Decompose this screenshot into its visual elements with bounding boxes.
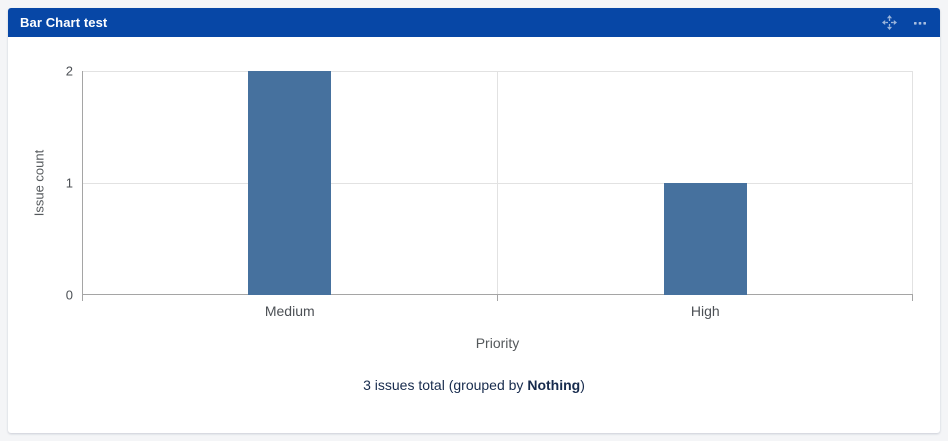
gadget-header: Bar Chart test	[8, 8, 940, 37]
x-axis-title: Priority	[475, 335, 520, 351]
gadget-title: Bar Chart test	[20, 15, 108, 30]
x-tick-label: Medium	[264, 303, 315, 319]
x-axis-baseline	[82, 294, 913, 295]
drag-move-icon[interactable]	[882, 15, 897, 30]
x-axis-tick	[912, 295, 913, 301]
v-gridline	[497, 71, 498, 295]
y-axis-line	[82, 71, 83, 301]
gadget-header-icons	[882, 15, 928, 31]
v-gridline	[912, 71, 913, 295]
y-tick-label: 1	[65, 175, 73, 191]
bar-high[interactable]	[663, 183, 747, 295]
bar-medium[interactable]	[248, 71, 332, 295]
bar-chart-gadget: Bar Chart test	[8, 8, 940, 433]
more-options-icon[interactable]	[912, 15, 928, 31]
footer-suffix: )	[580, 377, 585, 393]
y-axis-title: Issue count	[31, 149, 47, 217]
issues-total-text: 3 issues total (grouped by Nothing)	[8, 377, 940, 393]
gadget-body: Issue count 0 1 2 Medium High Priority 3 iss…	[8, 37, 940, 433]
y-tick-label: 0	[65, 287, 73, 303]
y-tick-label: 2	[65, 63, 73, 79]
plot-area: 0 1 2 Medium High	[66, 65, 913, 319]
x-tick-label: High	[690, 303, 720, 319]
footer-group-by-value: Nothing	[527, 377, 581, 393]
x-axis-tick	[497, 295, 498, 301]
footer-prefix: 3 issues total (grouped by	[363, 377, 528, 393]
